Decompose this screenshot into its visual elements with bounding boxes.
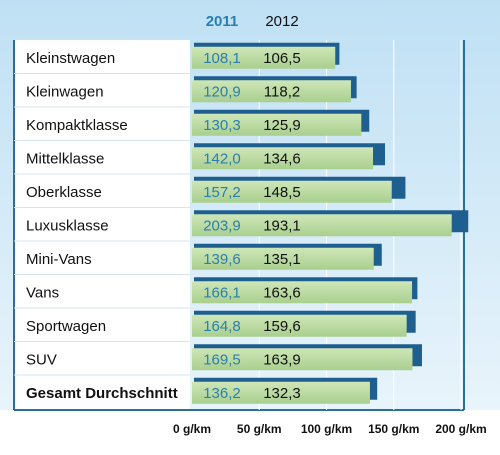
legend-2012: 2012 [265, 13, 298, 30]
bar-2012 [192, 113, 362, 136]
x-tick-label: 100 g/km [301, 422, 352, 436]
category-label: Kleinwagen [26, 83, 104, 100]
bar-2012 [192, 180, 392, 203]
value-label-2012: 193,1 [263, 217, 301, 234]
value-label-2011: 120,9 [203, 83, 241, 100]
category-label: SUV [26, 351, 57, 368]
value-label-2011: 169,5 [203, 351, 241, 368]
category-label-panel [14, 40, 190, 410]
bar-2012 [192, 281, 413, 304]
x-axis-ticks: 0 g/km 50 g/km 100 g/km 150 g/km 200 g/km [173, 422, 487, 436]
value-label-2012: 118,2 [264, 83, 300, 100]
value-label-2011: 203,9 [203, 217, 241, 234]
category-label: Sportwagen [26, 318, 106, 335]
bar-2012 [192, 348, 413, 371]
value-label-2011: 130,3 [203, 117, 241, 134]
bar-2012 [192, 46, 336, 69]
x-tick-label: 200 g/km [435, 422, 486, 436]
value-label-2011: 136,2 [203, 385, 241, 402]
category-label: Oberklasse [26, 184, 102, 201]
legend-2011: 2011 [206, 13, 239, 30]
value-label-2011: 166,1 [203, 284, 241, 301]
category-label: Luxusklasse [26, 217, 109, 234]
value-label-2012: 135,1 [263, 251, 301, 268]
value-label-2011: 157,2 [203, 184, 241, 201]
category-label: Mini-Vans [26, 251, 92, 268]
category-label: Kleinstwagen [26, 50, 115, 67]
category-label: Mittelklasse [26, 150, 104, 167]
category-label: Gesamt Durchschnitt [26, 385, 178, 402]
value-label-2012: 163,6 [263, 284, 301, 301]
value-label-2012: 125,9 [263, 117, 301, 134]
bar-2012 [192, 214, 452, 237]
x-tick-label: 150 g/km [368, 422, 419, 436]
bar-2012 [192, 147, 374, 170]
value-label-2011: 164,8 [203, 318, 241, 335]
x-tick-label: 50 g/km [237, 422, 282, 436]
value-label-2012: 134,6 [263, 150, 301, 167]
category-label: Kompaktklasse [26, 117, 128, 134]
value-label-2012: 163,9 [263, 351, 301, 368]
value-label-2011: 139,6 [203, 251, 241, 268]
bar-2012 [192, 381, 370, 404]
x-tick-label: 0 g/km [173, 422, 211, 436]
category-label: Vans [26, 284, 59, 301]
value-label-2012: 159,6 [263, 318, 301, 335]
value-label-2012: 148,5 [263, 184, 301, 201]
value-label-2012: 132,3 [263, 385, 301, 402]
value-label-2012: 106,5 [263, 50, 301, 67]
value-label-2011: 142,0 [203, 150, 241, 167]
rows-layer: Kleinstwagen 108,1 106,5 Kleinwagen 120,9 118… [14, 42, 469, 404]
value-label-2011: 108,1 [203, 50, 241, 67]
bar-2012 [192, 314, 407, 337]
bar-2012 [192, 80, 351, 103]
bar-2012 [192, 247, 374, 270]
